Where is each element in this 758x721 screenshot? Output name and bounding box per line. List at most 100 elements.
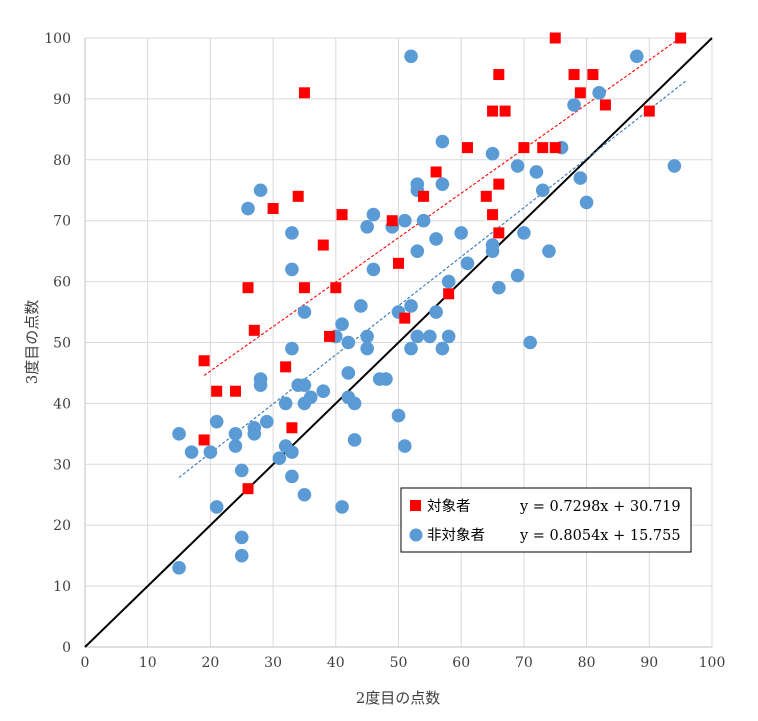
y-tick-label: 80: [53, 153, 71, 169]
data-point-square: [430, 166, 442, 178]
data-point-square: [242, 483, 254, 495]
data-point-square: [499, 105, 511, 117]
data-point-square: [493, 227, 505, 239]
data-point-circle: [234, 548, 249, 563]
data-point-circle: [278, 396, 293, 411]
data-point-square: [549, 142, 561, 154]
data-point-square: [443, 288, 455, 300]
data-point-square: [386, 215, 398, 227]
legend-label-target: 対象者: [427, 498, 471, 515]
data-point-circle: [492, 280, 506, 295]
data-point-square: [643, 105, 655, 117]
data-point-circle: [341, 366, 356, 380]
series-nontarget: [172, 49, 682, 575]
data-point-square: [211, 385, 223, 397]
axes: [84, 38, 712, 648]
data-point-square: [292, 190, 304, 202]
data-point-square: [399, 312, 411, 324]
data-point-square: [298, 282, 310, 294]
data-point-circle: [460, 256, 475, 271]
data-point-square: [418, 190, 430, 202]
series-target: [198, 32, 687, 495]
data-point-circle: [253, 372, 268, 386]
x-axis-title: 2度目の点数: [356, 689, 441, 707]
data-point-circle: [435, 177, 450, 191]
data-point-circle: [435, 134, 450, 149]
legend-marker-circle: [409, 528, 423, 542]
data-point-circle: [529, 165, 544, 179]
data-point-circle: [347, 396, 362, 411]
data-point-circle: [316, 384, 331, 399]
x-tick-label: 90: [640, 655, 658, 671]
x-tick-label: 70: [515, 655, 533, 671]
data-point-circle: [285, 469, 299, 484]
legend-item-nontarget: 非対象者 y = 0.8054x + 15.755: [409, 527, 681, 544]
data-point-square: [198, 434, 210, 446]
data-point-square: [298, 87, 310, 99]
data-point-square: [518, 142, 530, 154]
data-point-circle: [429, 305, 443, 319]
data-point-circle: [423, 329, 437, 344]
y-tick-label: 50: [53, 336, 71, 352]
data-point-square: [537, 142, 549, 154]
data-point-circle: [184, 445, 199, 459]
data-point-circle: [285, 445, 299, 459]
data-point-square: [493, 178, 505, 190]
data-point-circle: [360, 219, 374, 234]
data-point-circle: [247, 420, 262, 435]
data-point-circle: [203, 445, 218, 459]
x-tick-label: 0: [81, 655, 90, 671]
y-tick-label: 70: [53, 214, 71, 230]
data-point-circle: [285, 341, 299, 356]
data-point-circle: [285, 262, 299, 277]
data-point-circle: [335, 500, 349, 514]
y-axis-title: 3度目の点数: [23, 300, 41, 385]
y-tick-label: 30: [53, 457, 71, 473]
x-tick-label: 60: [452, 655, 470, 671]
data-point-circle: [172, 427, 186, 441]
data-point-circle: [579, 195, 594, 210]
data-point-circle: [366, 207, 381, 222]
data-point-circle: [209, 414, 224, 429]
data-point-circle: [429, 232, 443, 246]
data-point-square: [229, 385, 241, 397]
data-point-circle: [454, 226, 469, 240]
data-point-circle: [241, 201, 255, 216]
data-point-circle: [354, 299, 368, 313]
data-point-square: [317, 239, 329, 251]
legend-box: [400, 487, 692, 553]
data-point-circle: [253, 183, 268, 198]
data-point-circle: [172, 561, 186, 575]
data-point-square: [568, 69, 580, 81]
x-tick-label: 100: [699, 655, 726, 671]
data-point-circle: [272, 451, 287, 466]
data-point-circle: [260, 414, 274, 429]
data-point-square: [574, 87, 586, 99]
data-point-circle: [285, 226, 299, 240]
data-point-circle: [335, 317, 349, 332]
data-point-circle: [397, 439, 412, 453]
data-point-circle: [485, 146, 500, 161]
data-point-circle: [234, 463, 249, 478]
legend-item-target: 対象者 y = 0.7298x + 30.719: [410, 498, 681, 515]
data-point-square: [487, 209, 499, 221]
data-point-square: [248, 324, 260, 336]
data-point-square: [267, 203, 279, 215]
data-point-square: [675, 32, 687, 44]
data-point-circle: [366, 262, 381, 277]
data-point-circle: [228, 427, 243, 441]
data-point-circle: [404, 341, 418, 356]
tick-labels: 0 10 20 30 40 50 60 70 80 90 100 0 10 20 30 40 50 60 70 80 9…: [44, 31, 725, 671]
data-point-circle: [629, 49, 644, 64]
data-point-circle: [209, 500, 224, 514]
data-point-circle: [303, 390, 318, 405]
x-tick-label: 20: [201, 655, 219, 671]
data-point-circle: [404, 299, 418, 313]
x-tick-label: 30: [264, 655, 282, 671]
legend-equation-target: y = 0.7298x + 30.719: [519, 499, 681, 515]
data-point-circle: [592, 86, 606, 100]
x-tick-label: 10: [139, 655, 157, 671]
data-point-square: [487, 105, 499, 117]
data-point-circle: [404, 49, 418, 64]
